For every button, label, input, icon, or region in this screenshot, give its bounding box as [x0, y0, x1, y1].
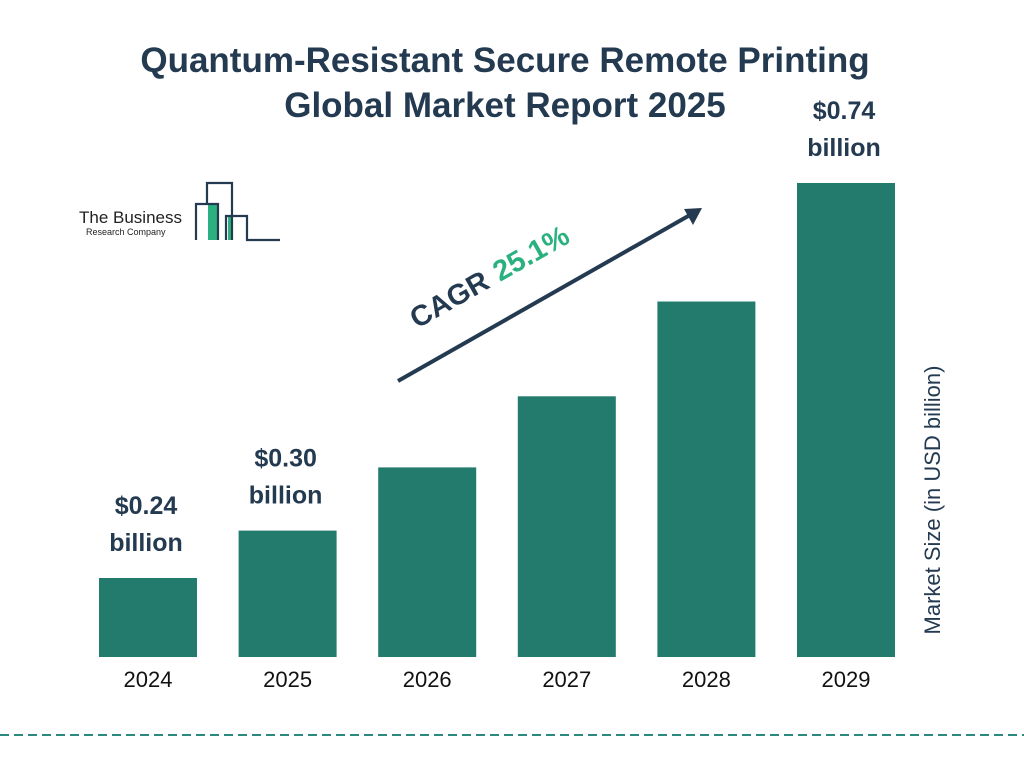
x-tick-label: 2024	[124, 667, 173, 692]
x-tick-label: 2026	[403, 667, 452, 692]
data-label-unit: billion	[807, 134, 881, 162]
logo-text-line2: Research Company	[86, 227, 166, 237]
y-axis-label: Market Size (in USD billion)	[920, 366, 945, 635]
data-label-value: $0.74	[813, 97, 876, 125]
x-tick-label: 2025	[263, 667, 312, 692]
data-label-value: $0.30	[254, 445, 317, 473]
company-logo: The Business Research Company	[79, 181, 280, 242]
data-label-value: $0.24	[115, 492, 178, 520]
chart-title-line-1: Quantum-Resistant Secure Remote Printing	[140, 41, 869, 80]
data-label-unit: billion	[109, 529, 183, 557]
bar-2025	[238, 530, 337, 657]
x-tick-label: 2028	[682, 667, 731, 692]
bar-2024	[99, 578, 197, 657]
bar-2027	[517, 396, 616, 657]
cagr-arrow	[397, 208, 702, 383]
bar-2029	[797, 183, 895, 657]
cagr-label: CAGR	[405, 265, 495, 335]
bar-2026	[378, 467, 477, 657]
x-tick-label: 2029	[822, 667, 871, 692]
x-tick-label: 2027	[542, 667, 591, 692]
bar-2028	[657, 301, 756, 657]
cagr-value: 25.1%	[488, 220, 576, 288]
logo-text-line1: The Business	[79, 208, 182, 227]
data-label-unit: billion	[249, 482, 323, 510]
chart-title-line-2: Global Market Report 2025	[284, 86, 726, 125]
